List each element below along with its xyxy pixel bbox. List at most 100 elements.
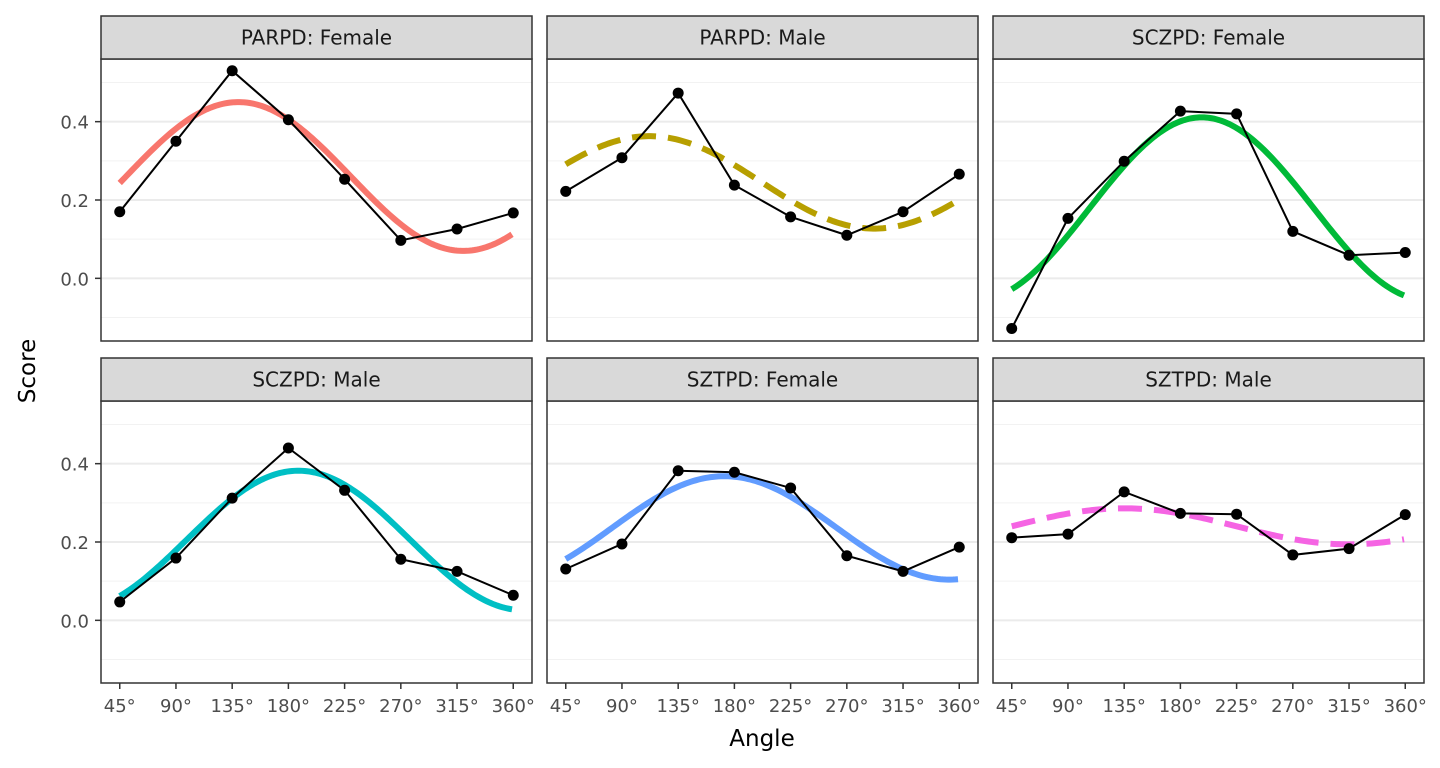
facet-strip-label: SZTPD: Male xyxy=(1145,368,1272,392)
observed-point xyxy=(616,152,628,164)
x-tick-label: 315° xyxy=(435,696,478,717)
observed-line xyxy=(565,91,960,237)
x-tick-label: 45° xyxy=(550,696,582,717)
observed-point xyxy=(395,553,407,565)
observed-point xyxy=(728,466,740,478)
observed-line xyxy=(565,469,960,573)
observed-point xyxy=(451,223,463,235)
fit-curve xyxy=(564,473,959,583)
y-tick-label: 0.4 xyxy=(60,455,89,476)
x-tick-label: 270° xyxy=(825,696,868,717)
observed-point xyxy=(1174,105,1186,117)
facet-strip-label: PARPD: Female xyxy=(241,26,392,50)
observed-point xyxy=(114,596,126,608)
facet-strip-label: SZTPD: Female xyxy=(687,368,838,392)
panels-layer: PARPD: Female PARPD: Male SCZPD: Female SCZ… xyxy=(100,15,1425,684)
observed-line xyxy=(118,69,514,242)
observed-line xyxy=(1011,490,1406,556)
observed-point xyxy=(507,589,519,601)
observed-point xyxy=(785,211,797,223)
observed-point xyxy=(1118,155,1130,167)
observed-point xyxy=(672,87,684,99)
observed-point xyxy=(1231,108,1243,120)
facet-panel: PARPD: Female xyxy=(100,15,533,342)
x-tick-label: 270° xyxy=(379,696,422,717)
x-tick-label: 225° xyxy=(1215,696,1258,717)
facet-panel: PARPD: Male xyxy=(546,15,979,342)
y-tick-label: 0.0 xyxy=(60,269,89,290)
observed-line xyxy=(1010,110,1406,329)
x-tick-label: 225° xyxy=(769,696,812,717)
x-tick-label: 90° xyxy=(606,696,638,717)
observed-point xyxy=(1006,322,1018,334)
y-axis-title: Score xyxy=(15,339,41,403)
y-tick-label: 0.2 xyxy=(60,191,89,212)
observed-point xyxy=(1231,508,1243,520)
observed-point xyxy=(226,65,238,77)
x-tick-label: 90° xyxy=(160,696,192,717)
x-tick-label: 315° xyxy=(1327,696,1370,717)
x-axis-title: Angle xyxy=(729,726,794,752)
facet-strip xyxy=(992,15,1425,60)
observed-point xyxy=(672,465,684,477)
observed-point xyxy=(1006,532,1018,544)
observed-line xyxy=(119,446,514,603)
observed-point xyxy=(785,482,797,494)
x-tick-label: 180° xyxy=(267,696,310,717)
observed-point xyxy=(339,484,351,496)
fit-curve xyxy=(118,467,513,613)
y-tick-label: 0.2 xyxy=(60,533,89,554)
facet-strip xyxy=(100,357,533,402)
observed-point xyxy=(1287,225,1299,237)
facet-panel: SZTPD: Female xyxy=(546,357,979,684)
observed-point xyxy=(1174,507,1186,519)
observed-point xyxy=(841,229,853,241)
observed-point xyxy=(1343,249,1355,261)
x-tick-label: 360° xyxy=(938,696,981,717)
facet-strip xyxy=(546,15,979,60)
observed-point xyxy=(170,135,182,147)
fit-curve xyxy=(1010,114,1406,299)
observed-point xyxy=(953,541,965,553)
observed-point xyxy=(395,234,407,246)
fit-curve xyxy=(1011,505,1405,548)
x-tick-label: 90° xyxy=(1052,696,1084,717)
x-tick-label: 135° xyxy=(210,696,253,717)
facet-panel: SCZPD: Male xyxy=(100,357,533,684)
observed-point xyxy=(1399,509,1411,521)
observed-point xyxy=(226,492,238,504)
x-tick-label: 135° xyxy=(1102,696,1145,717)
facet-strip xyxy=(992,357,1425,402)
observed-point xyxy=(1062,212,1074,224)
observed-point xyxy=(897,206,909,218)
x-tick-label: 225° xyxy=(323,696,366,717)
observed-point xyxy=(282,442,294,454)
observed-point xyxy=(616,538,628,550)
observed-point xyxy=(507,207,519,219)
observed-point xyxy=(114,206,126,218)
observed-point xyxy=(170,552,182,564)
x-tick-label: 360° xyxy=(1384,696,1427,717)
fit-curve xyxy=(117,99,514,254)
observed-point xyxy=(1343,543,1355,555)
x-tick-label: 270° xyxy=(1271,696,1314,717)
observed-point xyxy=(560,185,572,197)
facet-panel: SZTPD: Male xyxy=(992,357,1425,684)
facet-strip-label: SCZPD: Female xyxy=(1132,26,1285,50)
x-tick-label: 315° xyxy=(881,696,924,717)
observed-point xyxy=(282,114,294,126)
x-tick-label: 180° xyxy=(713,696,756,717)
observed-point xyxy=(339,173,351,185)
facet-strip xyxy=(546,357,979,402)
observed-point xyxy=(451,565,463,577)
observed-point xyxy=(953,168,965,180)
x-tick-label: 360° xyxy=(492,696,535,717)
axes-layer: 0.0 0.2 0.4 0.0 0.2 0.4 45° 90° 135° 180° 225° 270°… xyxy=(60,113,1427,717)
y-tick-label: 0.0 xyxy=(60,611,89,632)
x-tick-label: 180° xyxy=(1159,696,1202,717)
x-tick-label: 45° xyxy=(104,696,136,717)
observed-point xyxy=(841,550,853,562)
observed-point xyxy=(1118,486,1130,498)
observed-point xyxy=(728,179,740,191)
